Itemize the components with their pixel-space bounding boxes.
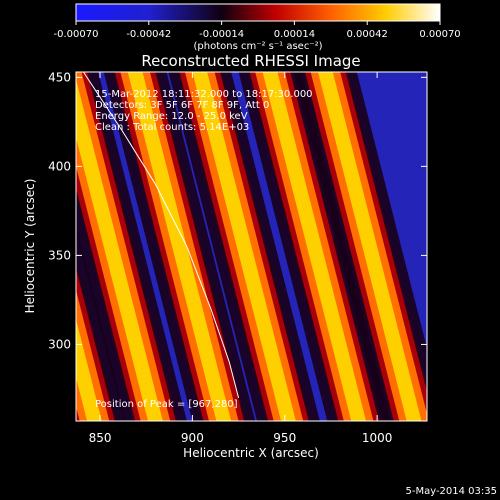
heatmap-trough-band bbox=[293, 72, 394, 421]
x-tick-label: 900 bbox=[181, 431, 204, 445]
heatmap-stripe-band bbox=[76, 319, 102, 421]
x-axis-label: Heliocentric X (arcsec) bbox=[183, 446, 319, 460]
annotation-time-range: 15-Mar-2012 18:11:32.000 to 18:17:30.000 bbox=[95, 89, 313, 100]
heatmap-trough-band bbox=[103, 72, 204, 421]
heatmap-trough-band bbox=[345, 72, 427, 392]
colorbar-tick-label: 0.00042 bbox=[347, 29, 388, 40]
heatmap-stripe-band bbox=[192, 72, 296, 421]
peak-position-label: Position of Peak = [967,280] bbox=[95, 399, 238, 410]
heatmap-stripe-band bbox=[76, 72, 171, 421]
heatmap-trough-band bbox=[238, 72, 339, 421]
colorbar bbox=[75, 3, 441, 22]
x-tick-label: 850 bbox=[89, 431, 112, 445]
x-tick-label: 950 bbox=[273, 431, 296, 445]
annotation-energy-range: Energy Range: 12.0 - 25.0 keV bbox=[95, 111, 248, 122]
y-tick-label: 400 bbox=[48, 159, 71, 173]
colorbar-tick-label: -0.00070 bbox=[54, 29, 99, 40]
heatmap-trough-band bbox=[76, 188, 136, 421]
heatmap-trough-band bbox=[168, 72, 269, 421]
annotation-total-counts: Clean : Total counts: 5.14E+03 bbox=[95, 122, 249, 133]
colorbar-ticks: -0.00070 -0.00042 -0.00014 0.00014 0.00042 0.… bbox=[54, 21, 461, 40]
heatmap-stripe-band bbox=[76, 79, 163, 421]
colorbar-tick-label: -0.00042 bbox=[126, 29, 171, 40]
x-tick-label: 1000 bbox=[362, 431, 393, 445]
annotation-detectors: Detectors: 3F 5F 6F 7F 8F 9F, Att 0 bbox=[95, 100, 269, 111]
solar-limb-curve bbox=[82, 72, 240, 398]
heatmap-trough-band bbox=[0, 72, 74, 421]
heatmap-stripe-band bbox=[127, 72, 232, 421]
heatmap-trough-band bbox=[87, 72, 187, 421]
colorbar-tick-label: 0.00070 bbox=[419, 29, 460, 40]
colorbar-unit-label: (photons cm⁻² s⁻¹ asec⁻²) bbox=[193, 41, 322, 52]
colorbar-tick-label: 0.00014 bbox=[274, 29, 315, 40]
y-tick-label: 350 bbox=[48, 248, 71, 262]
heatmap-trough-band bbox=[155, 72, 256, 421]
chart-title: Reconstructed RHESSI Image bbox=[141, 52, 360, 70]
plot-frame bbox=[75, 71, 428, 422]
y-tick-label: 450 bbox=[48, 70, 71, 84]
colorbar-tick-label: -0.00014 bbox=[199, 29, 244, 40]
heatmap-stripe-band bbox=[318, 72, 422, 421]
footer-date: 5-May-2014 03:35 bbox=[405, 486, 497, 497]
observation-annotations: 15-Mar-2012 18:11:32.000 to 18:17:30.000… bbox=[95, 89, 313, 133]
heatmap-stripes bbox=[0, 72, 427, 421]
y-axis-ticks: 300 350 400 450 bbox=[48, 70, 427, 351]
y-tick-label: 300 bbox=[48, 337, 71, 351]
y-axis-label: Heliocentric Y (arcsec) bbox=[23, 179, 37, 314]
heatmap-stripe-band bbox=[262, 72, 367, 421]
x-axis-ticks: 850 900 950 1000 bbox=[89, 72, 393, 445]
heatmap-trough-band bbox=[220, 72, 320, 421]
